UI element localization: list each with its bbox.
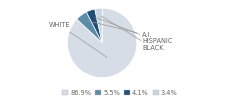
Legend: 86.9%, 5.5%, 4.1%, 3.4%: 86.9%, 5.5%, 4.1%, 3.4% [60, 87, 180, 99]
Wedge shape [77, 12, 102, 43]
Text: HISPANIC: HISPANIC [95, 17, 172, 44]
Wedge shape [67, 8, 137, 78]
Wedge shape [86, 9, 102, 43]
Text: WHITE: WHITE [48, 22, 107, 57]
Text: A.I.: A.I. [88, 21, 152, 38]
Wedge shape [95, 8, 102, 43]
Text: BLACK: BLACK [101, 16, 163, 51]
